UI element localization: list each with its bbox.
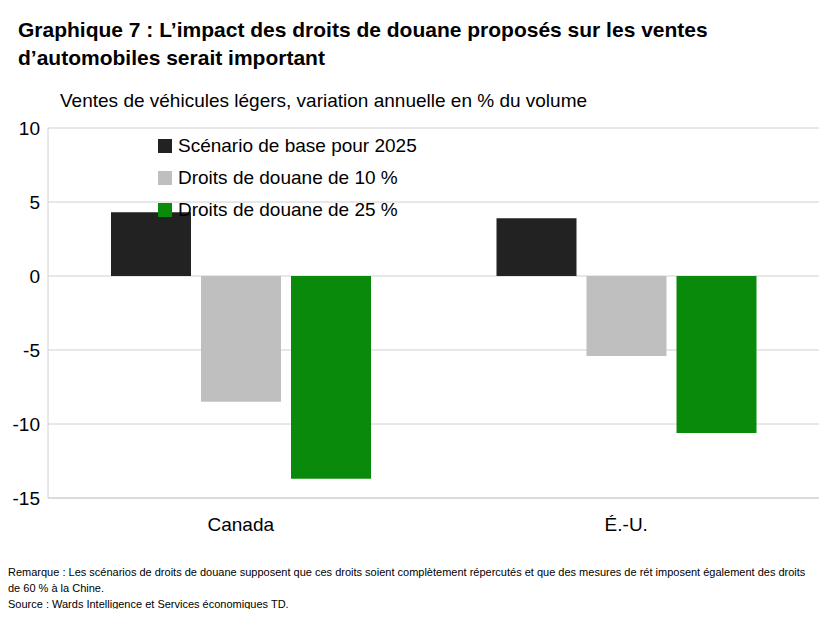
html-text:Source : Wards Intelligence et: Source : Wards Intelligence et Services … (8, 598, 289, 610)
svg-text:-15: -15 (13, 488, 40, 509)
html-text:Ventes de véhicules légers, va: Ventes de véhicules légers, variation an… (60, 90, 588, 111)
html-text:Droits de douane de 10 %: Droits de douane de 10 % (178, 167, 398, 188)
svg-text:É.-U.: É.-U. (605, 514, 648, 535)
html-text:Remarque : Les scénarios de dr: Remarque : Les scénarios de droits de do… (8, 566, 806, 594)
html-text:Graphique 7 : L’impact des dro: Graphique 7 : L’impact des droits de dou… (18, 18, 708, 69)
svg-text:5: 5 (29, 192, 40, 213)
svg-text:0: 0 (29, 266, 40, 287)
svg-text:-10: -10 (13, 414, 40, 435)
svg-text:-5: -5 (23, 340, 40, 361)
html-text:Scénario de base pour 2025: Scénario de base pour 2025 (178, 135, 417, 156)
svg-text:10: 10 (19, 118, 40, 139)
svg-text:Canada: Canada (207, 514, 274, 535)
html-text:Droits de douane de 25 %: Droits de douane de 25 % (178, 199, 398, 220)
